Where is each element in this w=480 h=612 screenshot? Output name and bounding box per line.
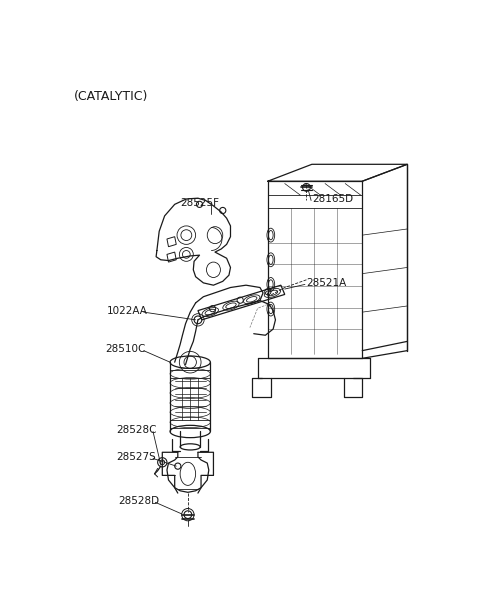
Text: (CATALYTIC): (CATALYTIC) — [74, 91, 148, 103]
Text: 28528C: 28528C — [116, 425, 156, 435]
Text: 28525F: 28525F — [180, 198, 219, 208]
Text: 28510C: 28510C — [105, 344, 145, 354]
Text: 1022AA: 1022AA — [107, 305, 147, 316]
Text: 28527S: 28527S — [116, 452, 156, 462]
Text: 28528D: 28528D — [118, 496, 159, 506]
Text: 28521A: 28521A — [306, 278, 347, 288]
Text: 28165D: 28165D — [312, 194, 354, 204]
